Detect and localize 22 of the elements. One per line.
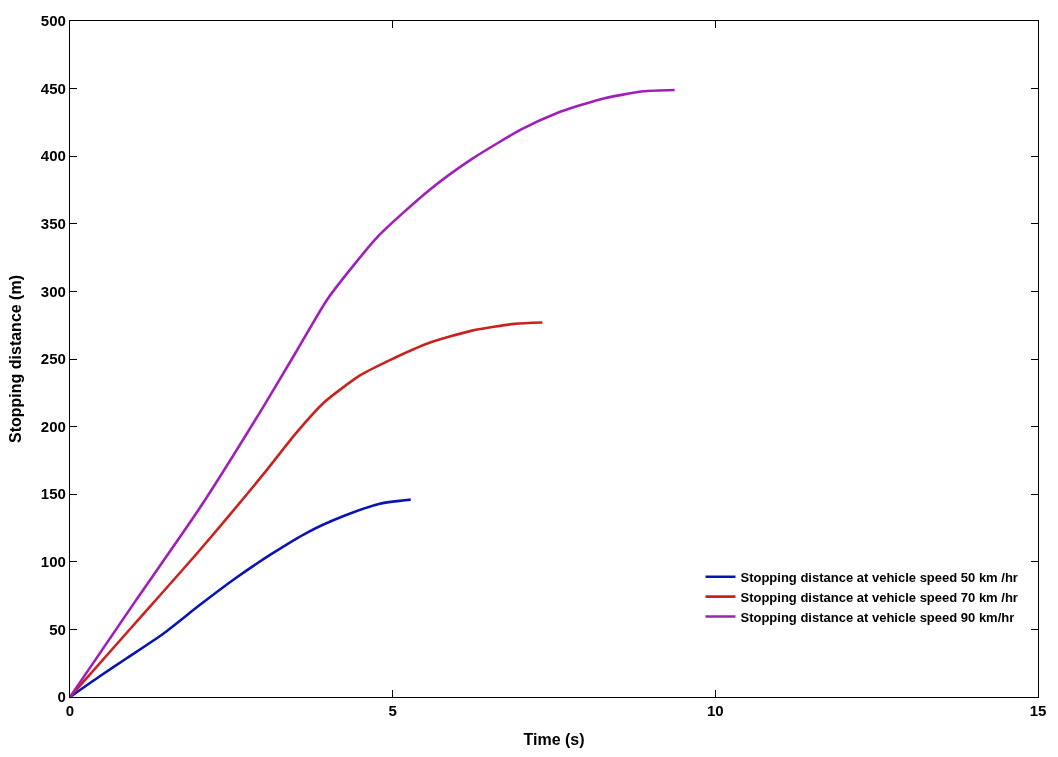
x-tick-label: 5 <box>388 702 397 720</box>
x-tick-label: 10 <box>706 702 724 720</box>
line-series <box>70 498 413 697</box>
y-tick-label: 350 <box>40 215 66 233</box>
y-tick-label: 50 <box>49 620 66 638</box>
x-axis-title: Time (s) <box>523 730 585 748</box>
y-tick-label: 400 <box>40 147 66 165</box>
legend-label: Stopping distance at vehicle speed 50 km /hr <box>740 569 1018 585</box>
y-tick-label: 100 <box>40 553 66 571</box>
line-series <box>70 321 544 697</box>
y-tick-label: 150 <box>40 485 66 503</box>
y-tick-label: 0 <box>57 688 66 706</box>
legend-label: Stopping distance at vehicle speed 70 km /hr <box>740 589 1018 605</box>
y-tick-label: 200 <box>40 417 66 435</box>
y-tick-label: 250 <box>40 350 66 368</box>
line-series <box>70 88 676 697</box>
y-tick-label: 450 <box>40 79 66 97</box>
y-axis-title: Stopping distance (m) <box>6 275 24 443</box>
y-tick-label: 300 <box>40 282 66 300</box>
legend-label: Stopping distance at vehicle speed 90 km/hr <box>740 609 1015 625</box>
y-tick-label: 500 <box>40 12 66 30</box>
x-tick-label: 15 <box>1029 702 1047 720</box>
